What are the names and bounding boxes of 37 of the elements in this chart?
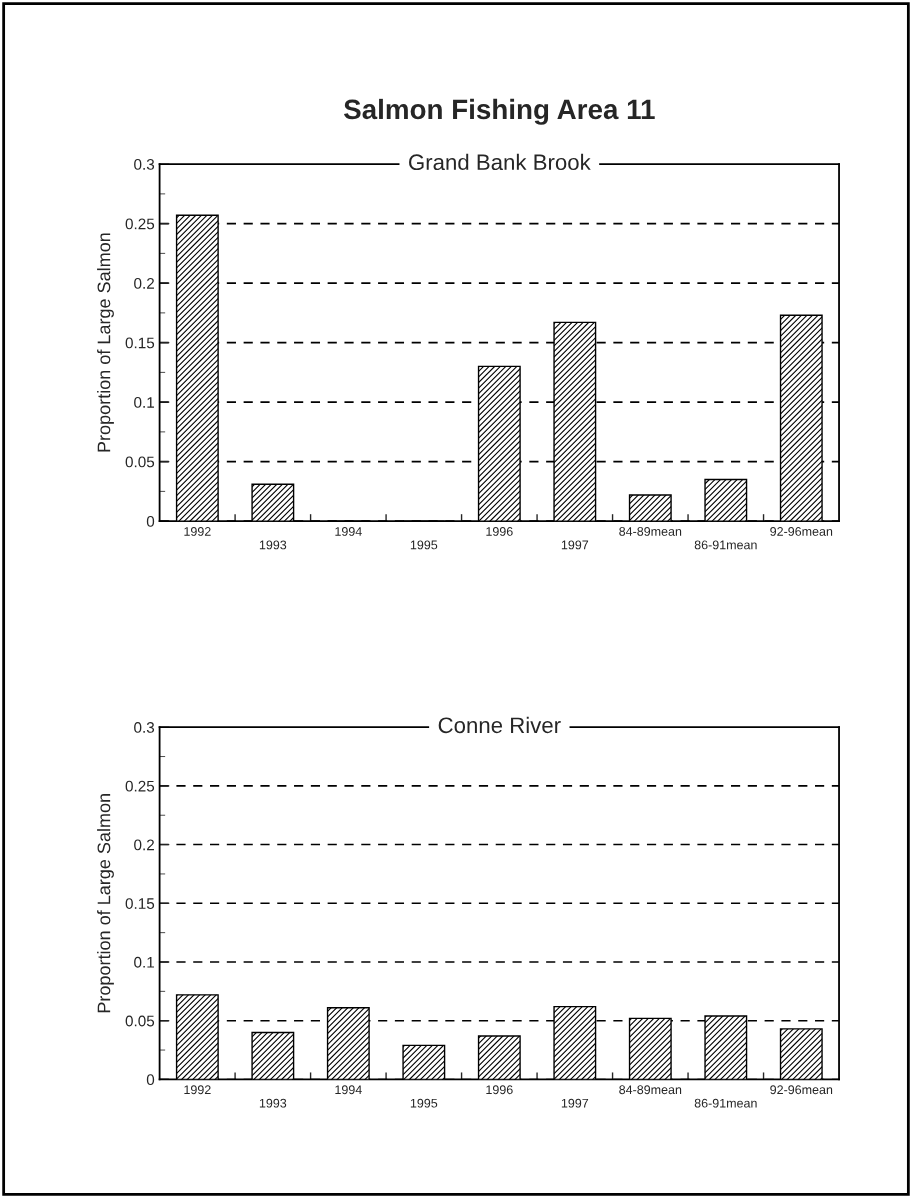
y-tick-label: 0	[146, 516, 155, 527]
y-tick-label: 0.3	[134, 158, 155, 170]
x-tick-label: 1997	[561, 1098, 589, 1108]
x-tick-label: 92-96mean	[770, 527, 833, 536]
y-axis-title: Proportion of Large Salmon	[97, 794, 114, 1013]
x-tick-label: 86-91mean	[694, 540, 757, 550]
x-tick-label: 1992	[184, 527, 211, 536]
y-tick-label: 0.1	[134, 956, 154, 968]
x-tick-label: 84-89mean	[619, 527, 682, 536]
x-tick-label: 1995	[410, 1098, 438, 1108]
y-axis-title: Proportion of Large Salmon	[97, 233, 114, 452]
y-tick-label: 0.25	[125, 780, 155, 792]
y-tick-label: 0.15	[125, 337, 155, 349]
y-tick-label: 0.05	[125, 1015, 155, 1027]
x-tick-label: 1992	[184, 1085, 211, 1095]
y-tick-label: 0.25	[125, 218, 155, 230]
y-tick-label: 0.3	[134, 722, 155, 733]
x-tick-label: 92-96mean	[770, 1085, 833, 1095]
x-tick-label: 1995	[410, 540, 438, 550]
x-tick-label: 1994	[335, 1085, 362, 1095]
x-tick-label: 1996	[486, 1085, 513, 1095]
chart-title: Salmon Fishing Area 11	[343, 98, 655, 125]
x-tick-label: 84-89mean	[619, 1085, 682, 1095]
x-tick-label: 1993	[259, 1098, 287, 1108]
y-tick-label: 0.1	[134, 397, 154, 408]
x-tick-label: 1994	[335, 527, 362, 536]
x-tick-label: 1997	[561, 540, 589, 550]
y-tick-label: 0.2	[134, 277, 154, 289]
y-tick-label: 0	[146, 1074, 155, 1086]
y-tick-label: 0.15	[125, 898, 155, 909]
chart-subtitle: Grand Bank Brook	[409, 153, 591, 171]
x-tick-label: 86-91mean	[694, 1098, 757, 1108]
chart-subtitle: Conne River	[438, 716, 561, 734]
x-tick-label: 1993	[259, 540, 287, 550]
y-tick-label: 0.05	[125, 456, 155, 468]
y-tick-label: 0.2	[134, 839, 154, 851]
x-tick-label: 1996	[486, 527, 513, 536]
